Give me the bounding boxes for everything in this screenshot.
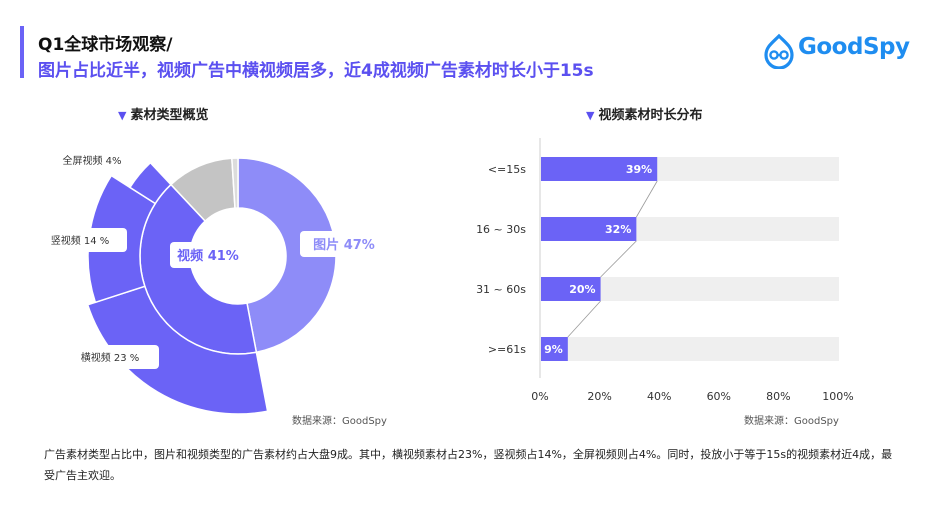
category-label: 31 ~ 60s	[476, 283, 526, 296]
page-title: Q1全球市场观察/	[38, 35, 173, 55]
goodspy-logo-icon	[764, 33, 794, 70]
bar	[541, 337, 568, 361]
bar	[541, 277, 601, 301]
donut-outer-slice-horizontal	[86, 285, 269, 415]
bar-value-label: 32%	[605, 223, 631, 236]
bar-track	[541, 337, 839, 361]
x-tick-label: 60%	[707, 390, 731, 403]
donut-section-title: ▼ 素材类型概览	[118, 104, 208, 123]
x-tick-label: 100%	[822, 390, 853, 403]
image-label-box	[300, 231, 388, 257]
footnote: 广告素材类型占比中，图片和视频类型的广告素材约占大盘9成。其中，横视频素材占23…	[44, 448, 893, 482]
x-tick-label: 40%	[647, 390, 671, 403]
triangle-down-icon: ▼	[118, 109, 127, 122]
bar-value-label: 9%	[544, 343, 563, 356]
donut-section-label: 素材类型概览	[130, 108, 209, 123]
outer-label-box	[47, 148, 141, 172]
video-label: 视频 41%	[177, 248, 239, 264]
donut-outer-slice-fullscreen	[128, 161, 172, 205]
outer-label-fullscreen: 全屏视频 4%	[62, 154, 121, 167]
bar-section-title: ▼ 视频素材时长分布	[586, 104, 702, 123]
donut-source: 数据来源：GoodSpy	[292, 416, 387, 427]
bar	[541, 157, 658, 181]
logo-text: GoodSpy	[798, 34, 910, 60]
x-tick-label: 20%	[587, 390, 611, 403]
trend-connector	[567, 300, 601, 338]
goodspy-logo: GoodSpy	[762, 33, 922, 70]
triangle-down-icon: ▼	[586, 109, 595, 122]
trend-connector	[600, 240, 637, 278]
page-subtitle: 图片占比近半，视频广告中横视频居多，近4成视频广告素材时长小于15s	[38, 61, 594, 81]
bar-value-label: 20%	[569, 283, 595, 296]
x-tick-label: 0%	[531, 390, 548, 403]
category-label: >=61s	[488, 343, 526, 356]
x-tick-label: 80%	[766, 390, 790, 403]
outer-label-box	[65, 345, 159, 369]
trend-connector	[636, 180, 658, 218]
outer-label-horizontal: 横视频 23 %	[81, 351, 140, 364]
category-label: <=15s	[488, 163, 526, 176]
title-accent-bar	[20, 26, 24, 78]
donut-slice-image	[237, 157, 337, 354]
bar-value-label: 39%	[626, 163, 652, 176]
outer-label-vertical: 竖视频 14 %	[51, 234, 110, 247]
donut-slice-other-3	[231, 157, 239, 209]
category-label: 16 ~ 30s	[476, 223, 526, 236]
outer-label-box	[33, 228, 127, 252]
donut-chart: 图片 47% 视频 41% 横视频 23 % 竖视频 14 % 全屏视频 4%	[33, 148, 388, 415]
bar-source: 数据来源：GoodSpy	[744, 416, 839, 427]
image-label: 图片 47%	[313, 237, 375, 253]
video-label-box	[170, 242, 246, 268]
bar-section-label: 视频素材时长分布	[598, 108, 703, 123]
bar-chart: 39% <=15s 32% 16 ~ 30s 20% 31 ~ 60s 9% >=61s 0% 2…	[476, 138, 854, 403]
bar	[541, 217, 637, 241]
